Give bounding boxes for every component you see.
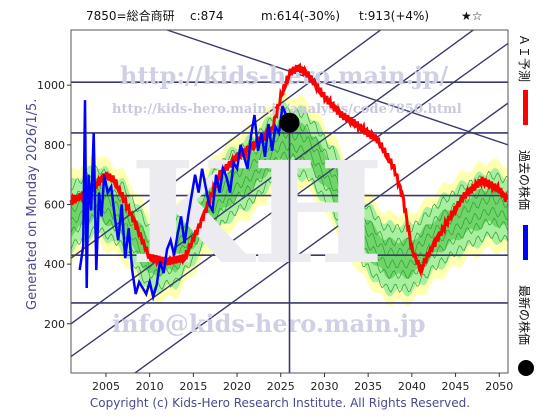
legend-past-price: 過去の株価 bbox=[517, 150, 532, 260]
y-tick-label: 600 bbox=[44, 198, 65, 211]
x-tick-label: 2035 bbox=[354, 380, 382, 393]
x-tick-label: 2020 bbox=[223, 380, 251, 393]
x-tick-label: 2040 bbox=[398, 380, 426, 393]
latest-price-marker bbox=[279, 112, 300, 133]
copyright-notice: Copyright (c) Kids-Hero Research Institu… bbox=[90, 396, 470, 410]
y-tick-label: 1000 bbox=[37, 79, 65, 92]
generated-date: Generated on Monday 2026/1/5. bbox=[25, 99, 40, 310]
x-tick-label: 2005 bbox=[92, 380, 120, 393]
x-tick-label: 2030 bbox=[310, 380, 338, 393]
y-tick-label: 200 bbox=[44, 318, 65, 331]
minimum-forecast: m:614(-30%) bbox=[261, 9, 340, 23]
legend-ai-forecast-swatch bbox=[523, 90, 528, 125]
legend-latest-price-marker bbox=[518, 360, 534, 376]
series-ai-forecast bbox=[69, 62, 509, 277]
watermark-url-sub: http://kids-hero.main.jp/analysis/code78… bbox=[112, 102, 462, 117]
plot-frame bbox=[70, 29, 509, 374]
x-tick-label: 2015 bbox=[179, 380, 207, 393]
legend-past-price-label: 過去の株価 bbox=[517, 150, 532, 210]
watermark-email: info@kids-hero.main.jp bbox=[112, 309, 426, 338]
x-tick-label: 2010 bbox=[136, 380, 164, 393]
y-tick-label: 400 bbox=[44, 258, 65, 271]
forecast-band-dark bbox=[71, 118, 508, 279]
x-tick-label: 2045 bbox=[442, 380, 470, 393]
legend-ai-forecast: ＡＩ予測 bbox=[517, 34, 531, 125]
watermark-logo: KH bbox=[130, 132, 384, 296]
legend: ＡＩ予測 過去の株価 最新の株価 bbox=[517, 34, 534, 376]
trend-channel-line bbox=[166, 30, 508, 146]
legend-past-price-swatch bbox=[523, 225, 528, 260]
rating-stars: ★☆ bbox=[461, 9, 483, 23]
current-price: c:874 bbox=[190, 9, 224, 23]
legend-ai-forecast-label: ＡＩ予測 bbox=[517, 34, 531, 82]
simulation-line bbox=[70, 106, 509, 234]
series-past-price bbox=[78, 100, 288, 302]
target-forecast: t:913(+4%) bbox=[359, 9, 429, 23]
legend-latest-price: 最新の株価 bbox=[517, 285, 534, 376]
x-tick-label: 2025 bbox=[267, 380, 295, 393]
trend-channel-line bbox=[71, 30, 382, 259]
stock-code-name: 7850=総合商研 bbox=[86, 8, 175, 23]
y-tick-label: 800 bbox=[44, 139, 65, 152]
legend-latest-price-label: 最新の株価 bbox=[517, 285, 532, 345]
x-tick-label: 2050 bbox=[485, 380, 513, 393]
